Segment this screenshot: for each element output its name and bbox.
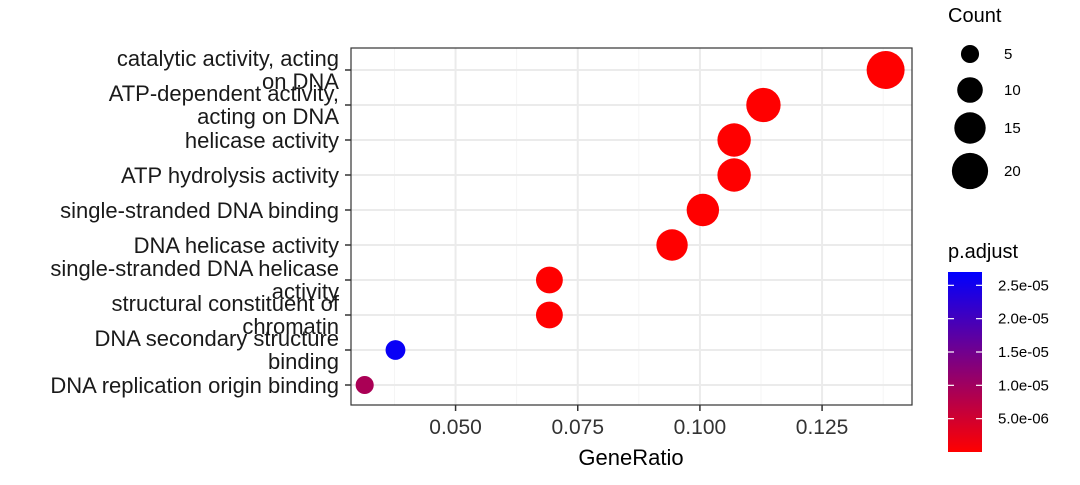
data-point: [535, 266, 563, 294]
data-point: [717, 123, 751, 157]
data-point: [866, 51, 905, 89]
color-legend-label: 1.5e-05: [998, 344, 1049, 361]
data-point: [746, 87, 781, 123]
x-axis-title: GeneRatio: [578, 445, 683, 470]
size-legend-label: 5: [1004, 46, 1012, 63]
y-tick-label: single-stranded DNA binding: [60, 198, 339, 223]
y-tick-label: catalytic activity, acting on DNA: [117, 46, 339, 94]
data-point: [686, 193, 720, 227]
plot-panel: [351, 48, 912, 405]
x-tick-label: 0.050: [429, 416, 482, 439]
data-point: [535, 301, 563, 329]
x-tick-label: 0.100: [674, 416, 727, 439]
size-legend-label: 20: [1004, 163, 1021, 180]
y-tick-label: DNA helicase activity: [134, 233, 339, 258]
color-legend-label: 5.0e-06: [998, 411, 1049, 428]
y-tick-label: ATP hydrolysis activity: [121, 163, 339, 188]
y-tick-label: structural constituent of chromatin: [112, 291, 340, 339]
data-point: [385, 340, 406, 360]
size-legend-key: [954, 112, 986, 144]
color-legend-bar: [948, 272, 982, 452]
x-tick-label: 0.125: [796, 416, 849, 439]
y-tick-label: single-stranded DNA helicase activity: [50, 256, 339, 304]
size-legend-title: Count: [948, 5, 1002, 27]
data-point: [656, 229, 688, 261]
y-tick-label: DNA replication origin binding: [50, 373, 339, 398]
y-tick-label: ATP-dependent activity, acting on DNA: [109, 81, 340, 129]
y-tick-label: helicase activity: [185, 128, 339, 153]
data-point: [355, 375, 374, 395]
x-tick-label: 0.075: [551, 416, 604, 439]
y-tick-label: DNA secondary structure binding: [94, 326, 339, 374]
panel-border: [350, 47, 913, 406]
color-legend-label: 2.0e-05: [998, 311, 1049, 328]
color-legend-label: 2.5e-05: [998, 277, 1049, 294]
size-legend-label: 10: [1004, 82, 1021, 99]
size-legend-key: [951, 152, 989, 190]
data-point: [717, 158, 751, 192]
color-legend-title: p.adjust: [948, 241, 1018, 263]
size-legend-key: [960, 44, 980, 64]
size-legend-key: [957, 77, 983, 103]
color-legend-label: 1.0e-05: [998, 377, 1049, 394]
size-legend-label: 15: [1004, 120, 1021, 137]
